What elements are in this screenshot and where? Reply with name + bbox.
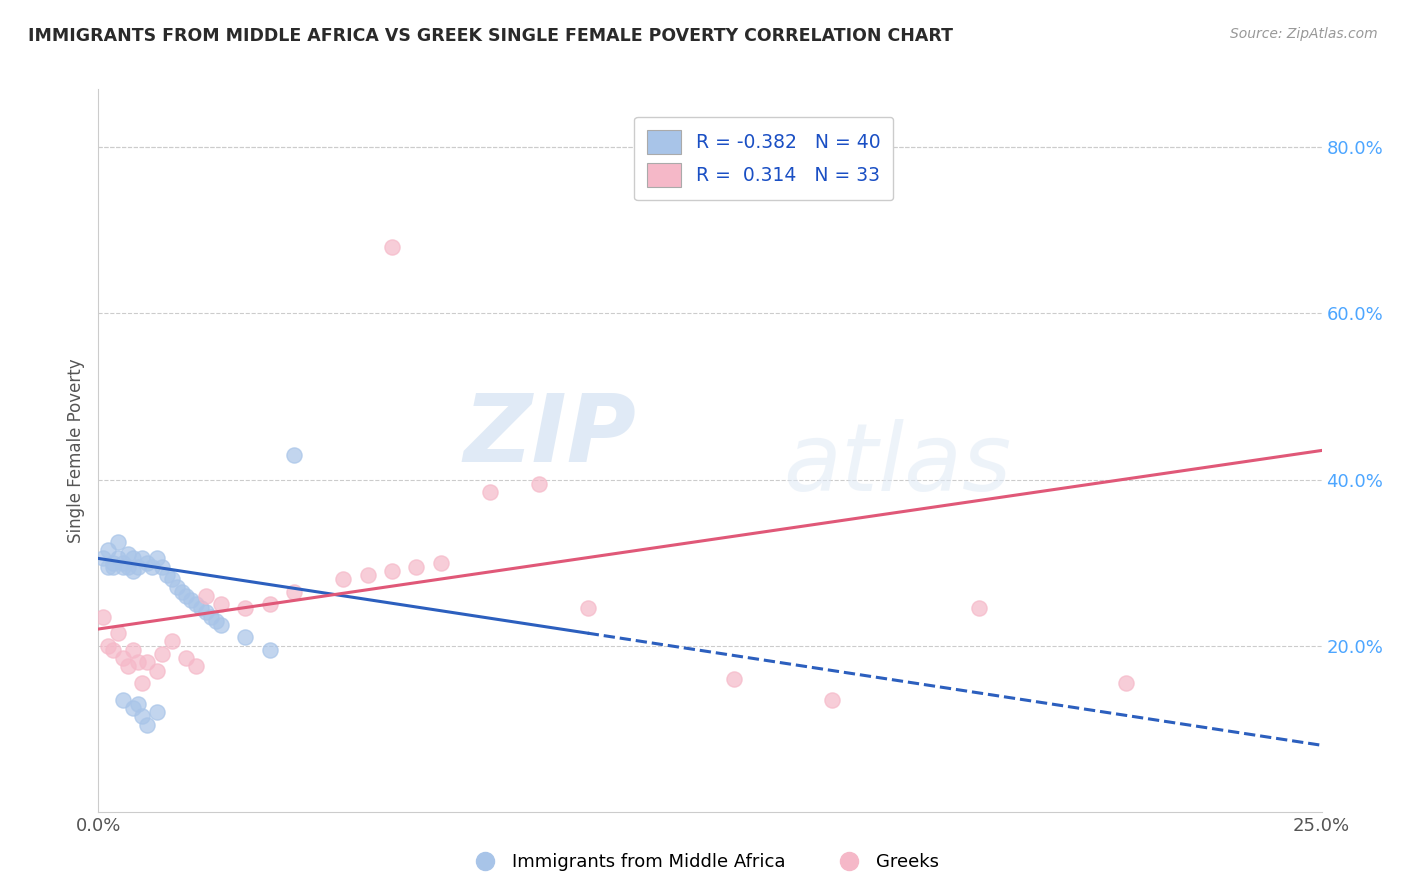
Point xyxy=(527,476,550,491)
Point xyxy=(136,717,159,731)
Point xyxy=(121,564,143,578)
Point xyxy=(97,559,120,574)
Point xyxy=(176,589,198,603)
Text: atlas: atlas xyxy=(783,419,1012,510)
Point xyxy=(259,597,281,611)
Text: Source: ZipAtlas.com: Source: ZipAtlas.com xyxy=(1230,27,1378,41)
Point xyxy=(150,647,173,661)
Point xyxy=(97,543,120,558)
Point xyxy=(131,676,153,690)
Legend: Immigrants from Middle Africa, Greeks: Immigrants from Middle Africa, Greeks xyxy=(460,847,946,879)
Point xyxy=(136,655,159,669)
Point xyxy=(176,651,198,665)
Point xyxy=(170,584,193,599)
Point xyxy=(381,240,404,254)
Point xyxy=(209,597,232,611)
Point xyxy=(160,634,183,648)
Point xyxy=(111,559,134,574)
Point xyxy=(127,559,149,574)
Text: IMMIGRANTS FROM MIDDLE AFRICA VS GREEK SINGLE FEMALE POVERTY CORRELATION CHART: IMMIGRANTS FROM MIDDLE AFRICA VS GREEK S… xyxy=(28,27,953,45)
Point xyxy=(91,551,114,566)
Point xyxy=(146,705,169,719)
Point xyxy=(101,559,124,574)
Point xyxy=(141,559,163,574)
Point xyxy=(190,601,212,615)
Point xyxy=(91,609,114,624)
Point xyxy=(101,556,124,570)
Point xyxy=(117,559,139,574)
Point xyxy=(283,448,305,462)
Point xyxy=(356,568,378,582)
Point xyxy=(821,692,844,706)
Point xyxy=(156,568,179,582)
Point xyxy=(150,559,173,574)
Point xyxy=(195,589,218,603)
Point xyxy=(101,642,124,657)
Point xyxy=(723,672,745,686)
Point xyxy=(195,606,218,620)
Point xyxy=(146,664,169,678)
Point xyxy=(136,556,159,570)
Point xyxy=(283,584,305,599)
Point xyxy=(121,642,143,657)
Point xyxy=(117,547,139,561)
Point xyxy=(111,651,134,665)
Point xyxy=(405,559,427,574)
Point xyxy=(107,534,129,549)
Point xyxy=(576,601,599,615)
Point xyxy=(259,642,281,657)
Point xyxy=(186,597,208,611)
Point xyxy=(107,626,129,640)
Point xyxy=(205,614,228,628)
Point xyxy=(233,630,256,644)
Point xyxy=(1115,676,1137,690)
Point xyxy=(117,659,139,673)
Point xyxy=(381,564,404,578)
Point xyxy=(200,609,222,624)
Point xyxy=(160,572,183,586)
Text: ZIP: ZIP xyxy=(464,390,637,482)
Point xyxy=(97,639,120,653)
Point xyxy=(233,601,256,615)
Y-axis label: Single Female Poverty: Single Female Poverty xyxy=(66,359,84,542)
Point xyxy=(430,556,453,570)
Point xyxy=(166,581,188,595)
Point xyxy=(146,551,169,566)
Point xyxy=(107,551,129,566)
Point xyxy=(111,556,134,570)
Point xyxy=(967,601,990,615)
Legend: R = -0.382   N = 40, R =  0.314   N = 33: R = -0.382 N = 40, R = 0.314 N = 33 xyxy=(634,117,893,201)
Point xyxy=(121,701,143,715)
Point xyxy=(131,551,153,566)
Point xyxy=(127,697,149,711)
Point xyxy=(186,659,208,673)
Point xyxy=(478,485,501,500)
Point xyxy=(127,655,149,669)
Point xyxy=(209,618,232,632)
Point xyxy=(180,593,202,607)
Point xyxy=(111,692,134,706)
Point xyxy=(121,551,143,566)
Point xyxy=(131,709,153,723)
Point xyxy=(332,572,354,586)
